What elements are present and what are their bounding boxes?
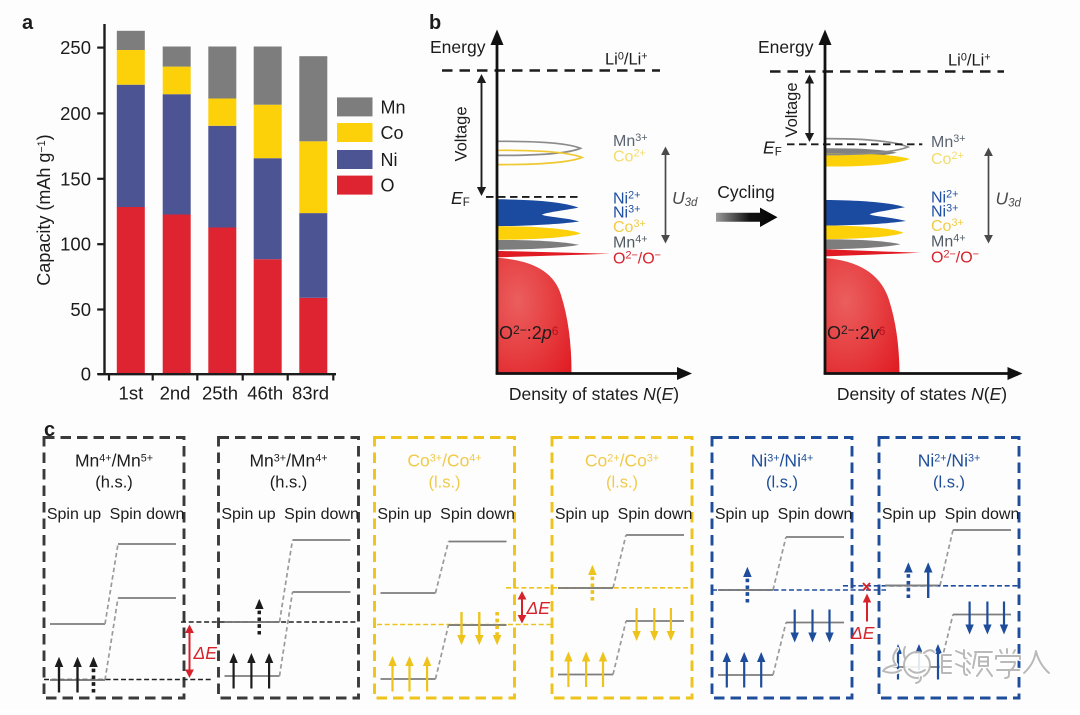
svg-text:Co3+/Co4+: Co3+/Co4+	[407, 451, 481, 471]
svg-text:(l.s.): (l.s.)	[766, 474, 798, 492]
svg-text:ΔE: ΔE	[526, 598, 551, 618]
svg-text:Spin up: Spin up	[555, 506, 609, 523]
svg-text:83rd: 83rd	[292, 383, 329, 404]
svg-text:0: 0	[81, 364, 91, 385]
svg-text:Spin down: Spin down	[618, 506, 693, 523]
svg-text:Capacity (mAh g−1): Capacity (mAh g−1)	[34, 134, 54, 285]
svg-text:Voltage: Voltage	[783, 82, 801, 137]
svg-text:Energy: Energy	[430, 37, 486, 57]
svg-text:Spin down: Spin down	[284, 506, 359, 523]
svg-text:Spin down: Spin down	[110, 506, 185, 523]
svg-text:46th: 46th	[247, 383, 283, 404]
svg-text:Ni2+/Ni3+: Ni2+/Ni3+	[918, 451, 981, 471]
svg-text:Mn4+/Mn5+: Mn4+/Mn5+	[75, 451, 153, 471]
svg-text:O2−/O−: O2−/O−	[931, 249, 979, 267]
svg-text:O: O	[381, 176, 395, 196]
svg-text:ΔE: ΔE	[850, 623, 875, 643]
svg-text:Density of states N(E): Density of states N(E)	[509, 384, 679, 404]
svg-text:(h.s.): (h.s.)	[270, 474, 308, 492]
svg-text:c: c	[44, 419, 55, 441]
svg-text:(l.s.): (l.s.)	[933, 474, 965, 492]
svg-text:150: 150	[60, 168, 91, 189]
svg-text:Mn3+/Mn4+: Mn3+/Mn4+	[249, 451, 327, 471]
svg-text:Co: Co	[381, 123, 404, 143]
svg-text:O2−:2p6: O2−:2p6	[499, 323, 559, 343]
svg-text:Ni: Ni	[381, 150, 398, 170]
svg-text:Li0/Li+: Li0/Li+	[605, 51, 648, 69]
svg-text:200: 200	[60, 103, 91, 124]
svg-text:100: 100	[60, 234, 91, 255]
svg-text:2nd: 2nd	[160, 383, 191, 404]
svg-text:Co2+/Co3+: Co2+/Co3+	[585, 451, 659, 471]
svg-text:Density of states N(E): Density of states N(E)	[837, 384, 1007, 404]
svg-text:250: 250	[60, 37, 91, 58]
svg-text:ΔE: ΔE	[193, 643, 218, 663]
svg-text:Spin down: Spin down	[945, 506, 1020, 523]
svg-text:O2−:2v6: O2−:2v6	[827, 323, 886, 343]
svg-text:Spin up: Spin up	[715, 506, 769, 523]
svg-text:Spin up: Spin up	[882, 506, 936, 523]
svg-text:(l.s.): (l.s.)	[606, 474, 638, 492]
svg-text:(l.s.): (l.s.)	[428, 474, 460, 492]
svg-text:b: b	[429, 12, 441, 34]
svg-text:Voltage: Voltage	[453, 106, 471, 161]
svg-text:Spin down: Spin down	[778, 506, 853, 523]
svg-text:Spin up: Spin up	[377, 506, 431, 523]
svg-text:Spin down: Spin down	[440, 506, 515, 523]
svg-text:25th: 25th	[202, 383, 238, 404]
svg-text:Li0/Li+: Li0/Li+	[948, 52, 991, 70]
svg-text:1st: 1st	[119, 383, 144, 404]
svg-text:Cycling: Cycling	[717, 182, 774, 202]
svg-text:(h.s.): (h.s.)	[95, 474, 133, 492]
svg-text:Mn: Mn	[381, 97, 406, 117]
svg-text:O2−/O−: O2−/O−	[613, 250, 661, 268]
svg-text:Spin up: Spin up	[221, 506, 275, 523]
svg-text:Energy: Energy	[758, 37, 814, 57]
svg-text:Ni3+/Ni4+: Ni3+/Ni4+	[751, 451, 814, 471]
svg-text:50: 50	[70, 299, 91, 320]
svg-text:a: a	[22, 12, 34, 34]
svg-text:Spin up: Spin up	[47, 506, 101, 523]
